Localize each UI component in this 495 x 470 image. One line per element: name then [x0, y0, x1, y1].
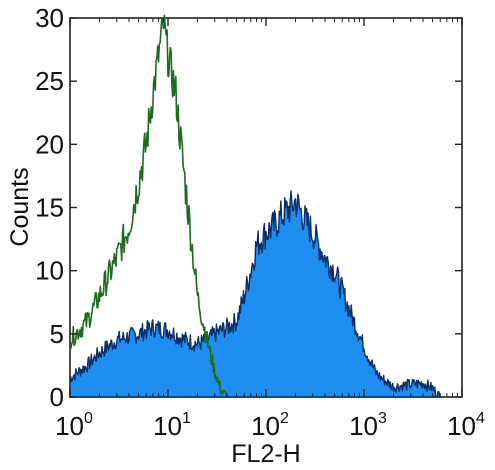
y-tick-label: 25 — [35, 66, 64, 96]
y-tick-label: 20 — [35, 129, 64, 159]
series-layer — [69, 14, 441, 398]
y-axis-ticks: 0 5 10 15 20 25 30 — [35, 3, 462, 412]
x-tick-label: 103 — [349, 410, 387, 441]
y-tick-label: 0 — [50, 382, 64, 412]
y-tick-label: 5 — [50, 319, 64, 349]
x-tick-label: 104 — [447, 410, 485, 441]
y-tick-label: 10 — [35, 256, 64, 286]
x-tick-label: 101 — [153, 410, 191, 441]
x-tick-label: 100 — [55, 410, 93, 441]
y-axis-title: Counts — [6, 167, 34, 246]
x-tick-label: 102 — [251, 410, 289, 441]
histogram-outline-series — [69, 14, 228, 398]
histogram-filled-series — [69, 190, 441, 398]
y-tick-label: 30 — [35, 3, 64, 33]
y-tick-label: 15 — [35, 193, 64, 223]
x-axis-ticks: 100 101 102 103 104 — [55, 18, 485, 441]
x-axis-title: FL2-H — [231, 440, 300, 468]
